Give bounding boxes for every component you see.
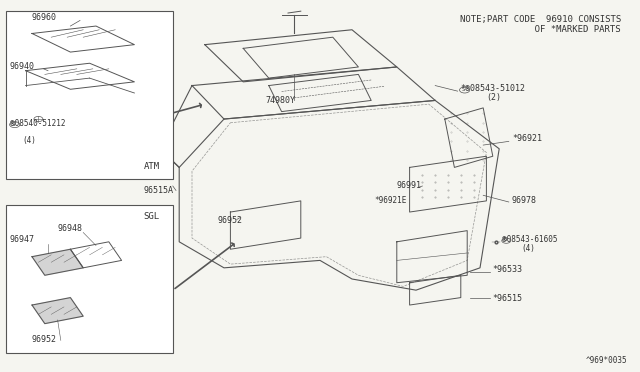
Text: (4): (4)	[22, 136, 36, 145]
Text: *96921: *96921	[512, 134, 542, 143]
Polygon shape	[32, 298, 83, 324]
Text: 96952: 96952	[218, 216, 243, 225]
Text: (2): (2)	[486, 93, 501, 102]
Text: 96960: 96960	[32, 13, 57, 22]
Text: 96940: 96940	[10, 62, 35, 71]
Text: ®08543-61605: ®08543-61605	[502, 235, 558, 244]
Bar	[6, 205, 173, 353]
Text: ®08540-51212: ®08540-51212	[10, 119, 65, 128]
Text: ATM: ATM	[144, 162, 160, 171]
Text: 96947: 96947	[10, 235, 35, 244]
Text: 74980Y: 74980Y	[266, 96, 296, 105]
Text: (4): (4)	[522, 244, 536, 253]
Text: *®08543-51012: *®08543-51012	[461, 84, 526, 93]
Text: 96948: 96948	[58, 224, 83, 232]
Text: *96921E: *96921E	[374, 196, 407, 205]
Text: 96952: 96952	[32, 335, 57, 344]
Text: S: S	[12, 122, 15, 127]
Text: 96978: 96978	[512, 196, 537, 205]
Text: S: S	[461, 87, 465, 92]
Text: 96515A: 96515A	[144, 186, 174, 195]
Text: *96515: *96515	[493, 294, 523, 303]
Text: S: S	[504, 237, 507, 243]
Polygon shape	[32, 249, 83, 275]
Text: *96533: *96533	[493, 264, 523, 273]
Text: SGL: SGL	[144, 212, 160, 221]
Bar	[6, 11, 173, 179]
Text: NOTE;PART CODE  96910 CONSISTS
       OF *MARKED PARTS: NOTE;PART CODE 96910 CONSISTS OF *MARKED…	[460, 15, 621, 34]
Text: ^969*0035: ^969*0035	[586, 356, 627, 365]
Text: 96991: 96991	[397, 181, 422, 190]
